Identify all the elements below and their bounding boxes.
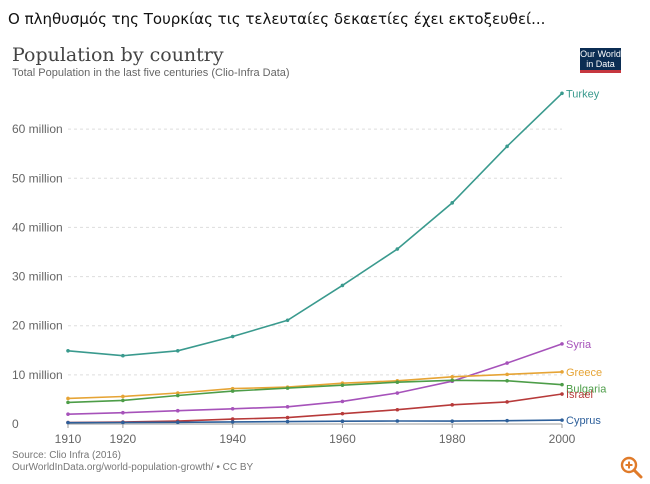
data-point-cyprus[interactable] xyxy=(121,420,125,425)
logo-line-1: Our World xyxy=(580,49,621,59)
data-point-bulgaria[interactable] xyxy=(560,382,564,387)
data-point-cyprus[interactable] xyxy=(66,420,70,425)
data-point-turkey[interactable] xyxy=(505,144,509,149)
owid-logo[interactable]: Our World in Data xyxy=(580,48,621,73)
data-point-bulgaria[interactable] xyxy=(340,383,345,387)
data-point-syria[interactable] xyxy=(560,342,564,346)
data-point-cyprus[interactable] xyxy=(340,419,345,423)
x-tick-label: 1980 xyxy=(439,432,466,446)
x-tick-label: 1940 xyxy=(219,432,246,446)
data-point-bulgaria[interactable] xyxy=(505,378,509,383)
series-line-bulgaria[interactable] xyxy=(67,379,563,404)
chart-title: Population by country xyxy=(12,44,224,66)
data-point-cyprus[interactable] xyxy=(285,419,290,424)
data-point-turkey[interactable] xyxy=(66,348,70,353)
y-tick-label: 0 xyxy=(12,417,19,431)
series-label-syria: Syria xyxy=(566,339,592,351)
data-point-syria[interactable] xyxy=(66,412,70,416)
data-point-israel[interactable] xyxy=(560,392,564,396)
x-tick-label: 2000 xyxy=(549,432,576,446)
data-point-greece[interactable] xyxy=(505,372,509,377)
series-label-turkey: Turkey xyxy=(566,88,600,100)
chart-subtitle: Total Population in the last five centur… xyxy=(12,67,290,79)
chart-frame: Population by country Total Population i… xyxy=(0,40,650,484)
y-tick-label: 40 million xyxy=(12,220,63,234)
data-point-turkey[interactable] xyxy=(395,247,400,251)
data-point-turkey[interactable] xyxy=(285,318,290,323)
data-point-greece[interactable] xyxy=(66,396,70,401)
data-point-syria[interactable] xyxy=(175,408,180,413)
x-tick-label: 1910 xyxy=(55,432,82,446)
series-label-greece: Greece xyxy=(566,367,602,379)
data-point-cyprus[interactable] xyxy=(230,420,235,424)
series-line-cyprus[interactable] xyxy=(67,419,563,424)
series-line-israel[interactable] xyxy=(67,393,563,424)
license-note: OurWorldInData.org/world-population-grow… xyxy=(12,462,254,473)
data-point-bulgaria[interactable] xyxy=(230,389,235,393)
series-line-turkey[interactable] xyxy=(67,92,563,357)
data-point-turkey[interactable] xyxy=(121,353,125,358)
series-label-cyprus: Cyprus xyxy=(566,415,601,427)
series-line-greece[interactable] xyxy=(67,371,563,400)
zoom-in-icon[interactable] xyxy=(618,454,644,480)
data-point-greece[interactable] xyxy=(560,370,564,374)
data-point-bulgaria[interactable] xyxy=(285,386,290,390)
source-note: Source: Clio Infra (2016) xyxy=(12,450,121,461)
x-tick-label: 1920 xyxy=(110,432,137,446)
caption: Ο πληθυσμός της Τουρκίας τις τελευταίες … xyxy=(8,10,546,28)
data-point-israel[interactable] xyxy=(395,407,400,412)
data-point-cyprus[interactable] xyxy=(505,418,509,423)
logo-line-2: in Data xyxy=(586,59,615,69)
data-point-bulgaria[interactable] xyxy=(121,398,125,403)
grid-lines xyxy=(68,128,562,425)
data-point-greece[interactable] xyxy=(450,375,455,379)
data-point-syria[interactable] xyxy=(395,391,400,395)
data-point-turkey[interactable] xyxy=(450,201,455,205)
series-label-bulgaria: Bulgaria xyxy=(566,384,607,396)
data-point-cyprus[interactable] xyxy=(175,420,180,425)
y-tick-label: 20 million xyxy=(12,319,63,333)
data-point-israel[interactable] xyxy=(230,417,235,421)
data-point-syria[interactable] xyxy=(505,361,509,365)
data-point-israel[interactable] xyxy=(505,400,509,404)
data-point-turkey[interactable] xyxy=(175,348,180,353)
y-tick-label: 60 million xyxy=(12,122,63,136)
series-line-syria[interactable] xyxy=(67,343,563,415)
data-point-syria[interactable] xyxy=(121,410,125,415)
data-point-syria[interactable] xyxy=(285,405,290,409)
x-tick-label: 1960 xyxy=(329,432,356,446)
data-point-israel[interactable] xyxy=(285,415,290,420)
data-point-cyprus[interactable] xyxy=(450,419,455,423)
data-point-turkey[interactable] xyxy=(560,91,564,96)
data-point-israel[interactable] xyxy=(340,411,345,416)
data-point-bulgaria[interactable] xyxy=(66,400,70,405)
data-point-syria[interactable] xyxy=(340,399,345,404)
data-point-syria[interactable] xyxy=(230,406,235,411)
data-point-bulgaria[interactable] xyxy=(450,378,455,383)
data-point-turkey[interactable] xyxy=(230,334,235,339)
y-tick-label: 10 million xyxy=(12,368,63,382)
data-point-bulgaria[interactable] xyxy=(395,380,400,385)
data-point-cyprus[interactable] xyxy=(560,418,564,422)
axes: 0 10 million 20 million 30 million 40 millio… xyxy=(12,122,576,446)
data-point-bulgaria[interactable] xyxy=(175,393,180,398)
series-label-israel: Israel xyxy=(566,389,593,401)
y-tick-label: 30 million xyxy=(12,270,63,284)
data-point-cyprus[interactable] xyxy=(395,419,400,423)
y-tick-label: 50 million xyxy=(12,171,63,185)
data-point-israel[interactable] xyxy=(450,403,455,407)
data-point-greece[interactable] xyxy=(121,394,125,399)
data-point-turkey[interactable] xyxy=(340,283,345,288)
